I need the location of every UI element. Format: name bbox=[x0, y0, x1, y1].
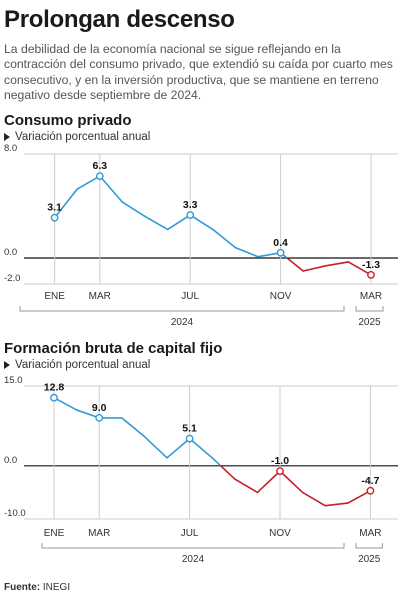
consumo-data-label: 0.4 bbox=[273, 237, 288, 249]
fbcf-x-tick-label: MAR bbox=[359, 528, 381, 539]
consumo-data-point bbox=[367, 270, 375, 279]
consumo-data-label: 3.1 bbox=[47, 202, 62, 214]
consumo-y-tick-label: 0.0 bbox=[4, 247, 17, 258]
fbcf-x-tick-label: MAR bbox=[88, 528, 110, 539]
consumo-year-bracket-2025 bbox=[355, 306, 384, 312]
triangle-marker-icon bbox=[4, 361, 10, 369]
consumo-data-point bbox=[95, 172, 104, 181]
fbcf-y-tick-label: 0.0 bbox=[4, 455, 17, 466]
consumo-series-line bbox=[234, 246, 259, 258]
consumo-series-line bbox=[212, 228, 237, 249]
fbcf-data-label: 12.8 bbox=[44, 382, 65, 394]
fbcf-series-line bbox=[53, 396, 78, 411]
fbcf-data-label: -1.0 bbox=[271, 455, 289, 467]
fbcf-series-line bbox=[166, 437, 191, 459]
consumo-series-line bbox=[189, 214, 214, 231]
fbcf-series-line bbox=[301, 491, 327, 507]
consumo-x-tick-label: ENE bbox=[44, 291, 65, 302]
consumo-series-line bbox=[99, 175, 124, 203]
fbcf-data-point bbox=[366, 486, 375, 495]
consumo-y-tick-label: -2.0 bbox=[4, 273, 20, 284]
consumo-series-line bbox=[53, 188, 78, 219]
consumo-series-line bbox=[166, 214, 191, 231]
triangle-marker-icon bbox=[4, 133, 10, 141]
consumo-series-line bbox=[121, 201, 146, 218]
fbcf-data-point bbox=[50, 393, 58, 402]
fbcf-series-line bbox=[211, 457, 222, 467]
consumo-data-point bbox=[50, 213, 59, 222]
fbcf-x-tick-label: JUL bbox=[181, 528, 199, 539]
fbcf-data-label: -4.7 bbox=[361, 475, 379, 487]
consumo-series-line bbox=[324, 261, 350, 267]
fbcf-year-label: 2024 bbox=[182, 554, 205, 565]
fbcf-series-line bbox=[346, 490, 372, 504]
intro-text: La debilidad de la economía nacional se … bbox=[4, 42, 393, 102]
fbcf-year-label: 2025 bbox=[358, 554, 381, 565]
fbcf-series-line bbox=[188, 437, 213, 459]
fbcf-data-label: 5.1 bbox=[182, 423, 197, 435]
consumo-series-line bbox=[347, 261, 372, 276]
fbcf-chart-title: Formación bruta de capital fijo bbox=[4, 340, 223, 357]
consumo-x-tick-label: JUL bbox=[181, 291, 199, 302]
fbcf-data-point bbox=[95, 414, 104, 422]
consumo-x-tick-label: NOV bbox=[270, 291, 292, 302]
fbcf-year-bracket-2025 bbox=[355, 543, 383, 549]
fbcf-series-line bbox=[234, 478, 259, 494]
fbcf-series-line bbox=[75, 409, 100, 419]
consumo-data-point bbox=[186, 211, 195, 220]
consumo-x-tick-label: MAR bbox=[360, 291, 382, 302]
consumo-series-line bbox=[144, 215, 169, 231]
fbcf-year-bracket-2024 bbox=[41, 543, 345, 549]
fbcf-series-line bbox=[121, 417, 146, 438]
fbcf-x-tick-label: NOV bbox=[269, 528, 291, 539]
consumo-series-line bbox=[302, 264, 327, 272]
consumo-y-tick-label: 8.0 bbox=[4, 143, 17, 154]
consumo-series-line bbox=[286, 257, 305, 272]
fbcf-data-point bbox=[276, 467, 284, 476]
fbcf-series-line bbox=[256, 470, 281, 494]
fbcf-y-tick-label: -10.0 bbox=[4, 508, 26, 519]
fbcf-chart-subtitle: Variación porcentual anual bbox=[4, 359, 150, 371]
consumo-series-line bbox=[76, 175, 101, 190]
consumo-data-label: 6.3 bbox=[92, 160, 107, 172]
consumo-year-label: 2025 bbox=[358, 317, 381, 328]
source-note: Fuente: INEGI bbox=[4, 582, 71, 593]
fbcf-series-line bbox=[219, 464, 236, 480]
consumo-year-bracket-2024 bbox=[19, 306, 345, 312]
fbcf-series-line bbox=[279, 470, 304, 494]
fbcf-y-tick-label: 15.0 bbox=[4, 375, 23, 386]
consumo-chart-title: Consumo privado bbox=[4, 112, 132, 129]
fbcf-series-line bbox=[324, 502, 349, 507]
consumo-x-tick-label: MAR bbox=[89, 291, 111, 302]
page-title: Prolongan descenso bbox=[4, 6, 235, 33]
fbcf-x-tick-label: ENE bbox=[44, 528, 65, 539]
consumo-data-label: -1.3 bbox=[362, 259, 380, 271]
consumo-data-label: 3.3 bbox=[183, 199, 198, 211]
consumo-chart-subtitle: Variación porcentual anual bbox=[4, 131, 150, 143]
fbcf-data-label: 9.0 bbox=[92, 402, 107, 414]
consumo-year-label: 2024 bbox=[171, 317, 194, 328]
consumo-data-point bbox=[276, 248, 285, 257]
fbcf-data-point bbox=[185, 434, 194, 443]
fbcf-series-line bbox=[143, 435, 168, 459]
